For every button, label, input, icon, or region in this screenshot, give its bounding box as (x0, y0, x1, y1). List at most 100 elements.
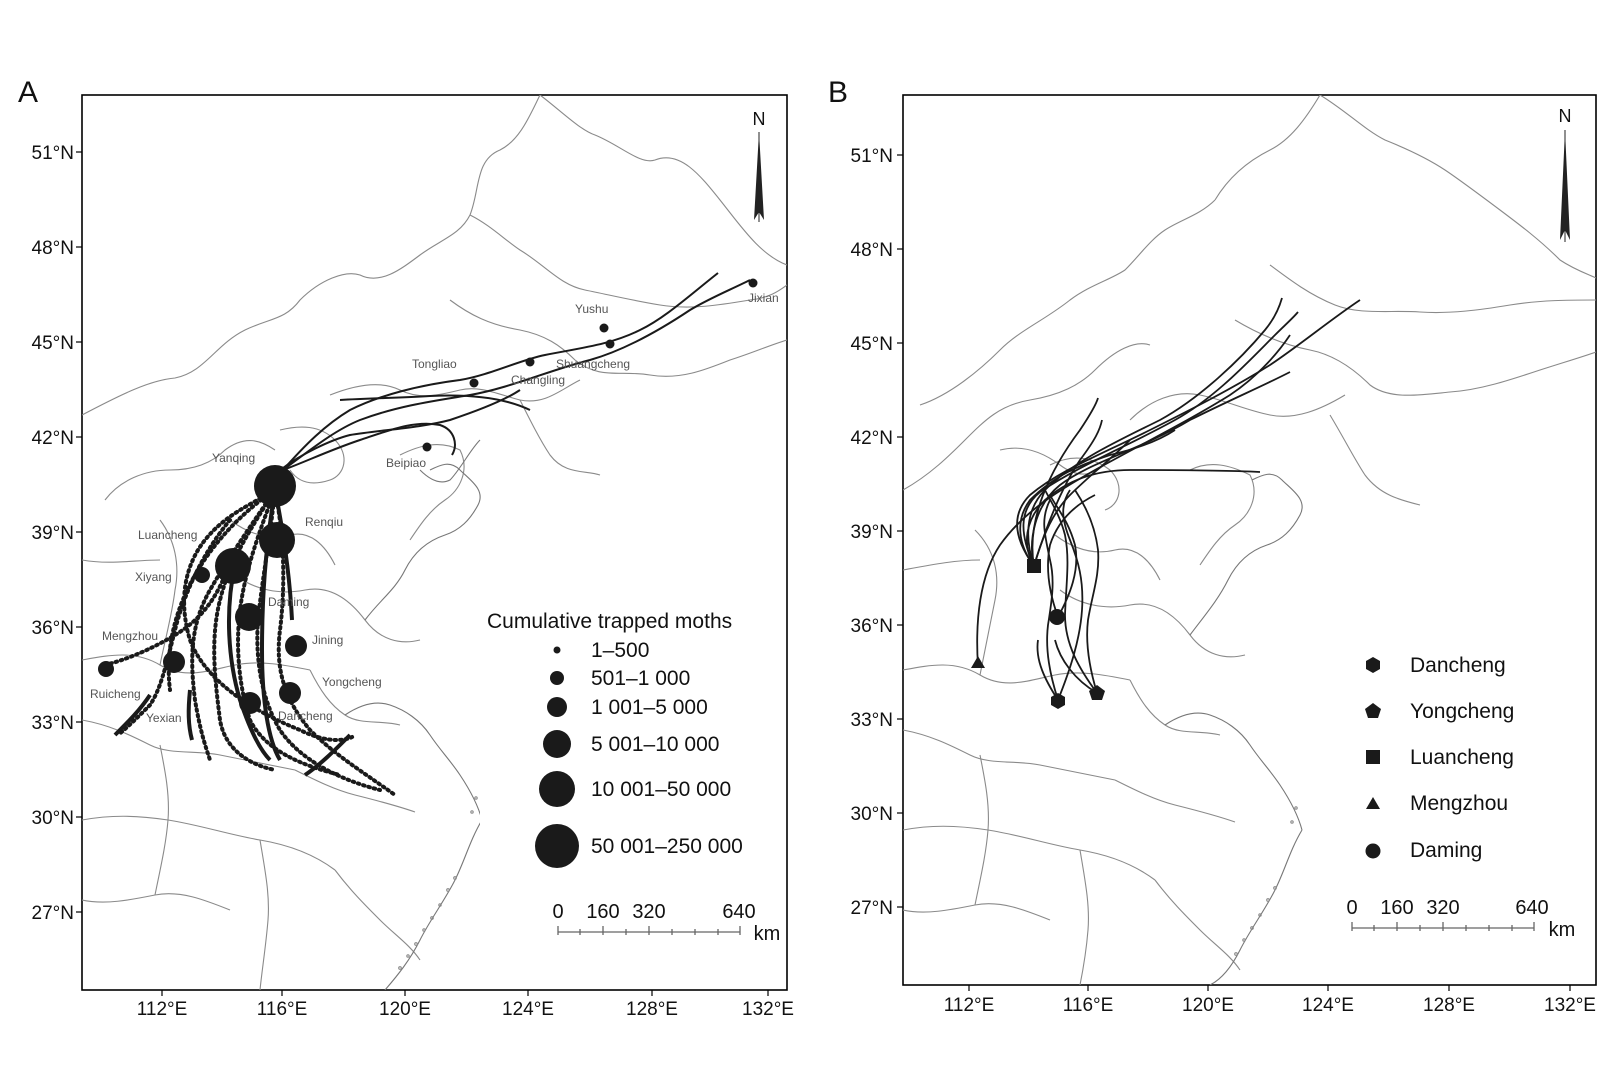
city-dot-jixian (748, 278, 758, 288)
legend-label: Mengzhou (1410, 792, 1508, 815)
panel-b-scale-bar: 0 160 320 640 km (1346, 897, 1575, 941)
panel-a-lat-tick: 48°N (32, 238, 74, 259)
scale-label: 0 (552, 901, 563, 923)
panel-a-northern-trajectories (282, 272, 751, 471)
city-dot-tongliao (469, 378, 479, 388)
legend-square-icon (1366, 750, 1380, 764)
panel-a-lat-tick: 39°N (32, 523, 74, 544)
legend-label: 5 001–10 000 (591, 733, 719, 756)
legend-hexagon-icon (1366, 657, 1380, 673)
panel-a-lat-tick: 33°N (32, 713, 74, 734)
bubble-yexian-north (163, 651, 185, 673)
legend-label: Yongcheng (1410, 700, 1514, 723)
legend-label: Dancheng (1410, 654, 1506, 677)
place-label: Changling (511, 373, 565, 387)
panel-a-lat-tick: 30°N (32, 808, 74, 829)
marker-luancheng (1027, 559, 1041, 573)
place-label: Yexian (146, 711, 182, 725)
legend-bubble (547, 697, 567, 717)
panel-b-lon-tick: 120°E (1182, 995, 1234, 1016)
marker-yongcheng (1089, 685, 1105, 700)
panel-a-lon-tick: 132°E (742, 999, 794, 1020)
panel-a-lon-tick: 124°E (502, 999, 554, 1020)
city-dot-changling (525, 357, 535, 367)
place-label: Yushu (575, 302, 608, 316)
place-label: Tongliao (412, 357, 457, 371)
panel-b-lat-axis: 27°N 30°N 33°N 36°N 39°N 42°N 45°N 48°N … (851, 146, 893, 919)
scale-label: 320 (632, 901, 665, 923)
bubble-yongcheng (279, 682, 301, 704)
marker-daming (1049, 609, 1065, 625)
panel-b-lon-tick: 124°E (1302, 995, 1354, 1016)
panel-b-legend: Dancheng Yongcheng Luancheng Mengzhou Da… (1355, 648, 1580, 878)
panel-b-site-markers (971, 559, 1105, 709)
legend-label: 501–1 000 (591, 667, 690, 690)
panel-a-lat-tick: 45°N (32, 333, 74, 354)
panel-b-lon-tick: 116°E (1063, 995, 1114, 1016)
panel-a: A (18, 76, 794, 1020)
panel-b-lon-tick: 112°E (944, 995, 995, 1016)
panel-b-lat-tick: 36°N (851, 616, 893, 637)
panel-b-ticks (897, 154, 1571, 991)
place-label: Yongcheng (322, 675, 382, 689)
legend-bubble (543, 730, 571, 758)
panel-b-backward-trajectories (976, 297, 1361, 701)
legend-circle-icon (1365, 843, 1381, 859)
panel-a-city-dots (422, 278, 758, 452)
panel-a-north-arrow-icon: N (753, 109, 766, 222)
legend-label: 1–500 (591, 639, 649, 662)
legend-triangle-icon (1366, 797, 1380, 809)
scale-label: 160 (586, 901, 619, 923)
panel-b-basemap (903, 95, 1596, 985)
place-label: Beipiao (386, 456, 426, 470)
bubble-renqiu (259, 522, 295, 558)
panel-b-lon-tick: 132°E (1544, 995, 1596, 1016)
scale-label: 640 (722, 901, 755, 923)
city-dot-yushu (599, 323, 609, 333)
marker-mengzhou (971, 656, 985, 668)
panel-a-lat-axis: 27°N 30°N 33°N 36°N 39°N 42°N 45°N 48°N … (32, 143, 74, 924)
place-label: Xiyang (135, 570, 172, 584)
legend-pentagon-icon (1365, 703, 1381, 718)
panel-a-lon-tick: 112°E (137, 999, 188, 1020)
bubble-yanqing (254, 465, 296, 507)
panel-a-legend-bg (480, 603, 780, 873)
scale-label: 0 (1346, 897, 1357, 919)
panel-a-lon-axis: 112°E 116°E 120°E 124°E 128°E 132°E (137, 999, 794, 1020)
place-label: Yanqing (212, 451, 255, 465)
legend-label: Luancheng (1410, 746, 1514, 769)
panel-a-lon-tick: 120°E (379, 999, 431, 1020)
panel-a-basemap (82, 95, 787, 990)
bubble-mengzhou (98, 661, 114, 677)
panel-b-legend-bg (1355, 648, 1580, 878)
legend-label: Daming (1410, 839, 1482, 862)
place-label: Jining (312, 633, 343, 647)
panel-a-scale-bar: 0 160 320 640 km (552, 901, 780, 945)
panel-a-legend-title: Cumulative trapped moths (487, 610, 732, 633)
panel-b-lat-tick: 27°N (851, 898, 893, 919)
place-label: Daming (268, 595, 309, 609)
legend-bubble (535, 824, 579, 868)
place-label: Shuangcheng (556, 357, 630, 371)
panel-b-lon-tick: 128°E (1423, 995, 1475, 1016)
place-label: Ruicheng (90, 687, 141, 701)
panel-b-letter: B (828, 76, 848, 109)
panel-a-north-label: N (753, 109, 766, 129)
panel-b-lon-axis: 112°E 116°E 120°E 124°E 128°E 132°E (944, 995, 1596, 1016)
panel-b-lat-tick: 30°N (851, 804, 893, 825)
place-label: Renqiu (305, 515, 343, 529)
legend-label: 50 001–250 000 (591, 835, 743, 858)
place-label: Jixian (748, 291, 779, 305)
legend-bubble (550, 671, 564, 685)
panel-b-lat-tick: 51°N (851, 146, 893, 167)
bubble-daming (235, 603, 263, 631)
legend-label: 1 001–5 000 (591, 696, 708, 719)
panel-a-lat-tick: 36°N (32, 618, 74, 639)
panel-a-letter: A (18, 76, 38, 109)
scale-label: 320 (1426, 897, 1459, 919)
panel-a-lat-tick: 51°N (32, 143, 74, 164)
bubble-xiyang (194, 567, 210, 583)
panel-a-lon-ticks (76, 151, 769, 996)
panel-a-lon-tick: 116°E (257, 999, 308, 1020)
panel-a-lat-tick: 42°N (32, 428, 74, 449)
